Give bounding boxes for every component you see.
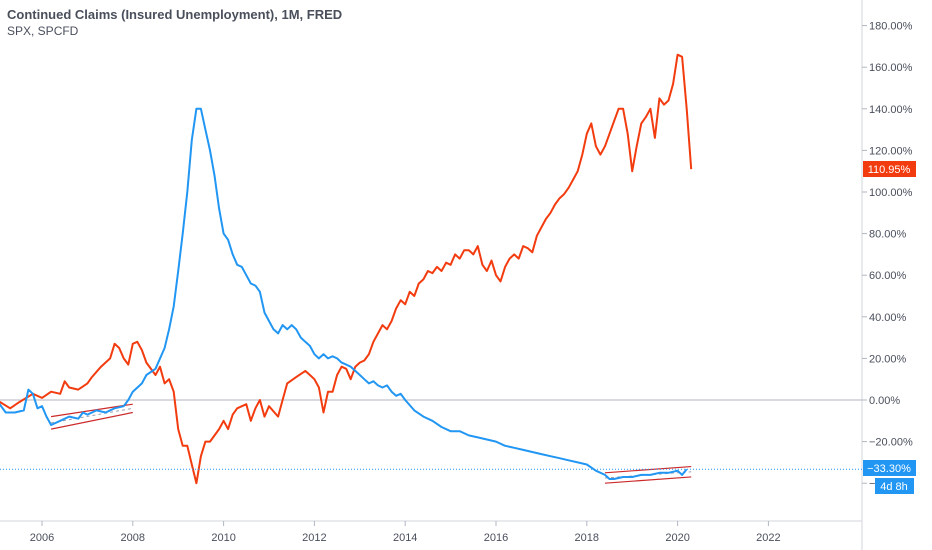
chart-title: Continued Claims (Insured Unemployment),… <box>7 7 343 22</box>
plot-area <box>0 53 862 485</box>
y-tick-label: 40.00% <box>869 312 907 324</box>
y-tick-label: 140.00% <box>869 104 913 116</box>
chart-subtitle: SPX, SPCFD <box>7 24 79 38</box>
x-tick-label: 2006 <box>30 532 54 544</box>
y-tick-label: 60.00% <box>869 270 907 282</box>
price-axis[interactable]: 180.00% 160.00% 140.00% 120.00% 100.00% 80.00… <box>862 21 913 491</box>
spx-value-label: 110.95% <box>868 164 911 176</box>
y-tick-label: 120.00% <box>869 145 913 157</box>
claims-series-line[interactable] <box>0 107 688 480</box>
time-axis[interactable]: 2006 2008 2010 2012 2014 2016 2018 2020 2022 <box>30 521 781 544</box>
y-tick-label: 20.00% <box>869 353 907 365</box>
spx-value-badge: 110.95% <box>863 161 916 177</box>
y-tick-label: 80.00% <box>869 229 907 241</box>
x-tick-label: 2008 <box>121 532 145 544</box>
x-tick-label: 2022 <box>756 532 780 544</box>
chart-legend: Continued Claims (Insured Unemployment),… <box>7 7 342 39</box>
claims-value-badge: −33.30% <box>863 460 916 476</box>
y-tick-label: −20.00% <box>869 437 913 449</box>
countdown-badge: 4d 8h <box>875 478 914 494</box>
spx-series-line[interactable] <box>0 53 693 485</box>
x-tick-label: 2018 <box>575 532 599 544</box>
countdown-label: 4d 8h <box>880 481 908 493</box>
claims-value-label: −33.30% <box>867 463 911 475</box>
x-tick-label: 2010 <box>211 532 235 544</box>
x-tick-label: 2012 <box>302 532 326 544</box>
x-tick-label: 2020 <box>665 532 689 544</box>
x-tick-label: 2014 <box>393 532 417 544</box>
channel-lower-line <box>604 476 692 484</box>
y-tick-label: 180.00% <box>869 21 913 33</box>
channel-lower-line <box>50 411 133 430</box>
y-tick-label: 100.00% <box>869 187 913 199</box>
y-tick-label: 0.00% <box>869 395 900 407</box>
channel-mid-line <box>50 407 133 424</box>
x-tick-label: 2016 <box>484 532 508 544</box>
y-tick-label: 160.00% <box>869 62 913 74</box>
